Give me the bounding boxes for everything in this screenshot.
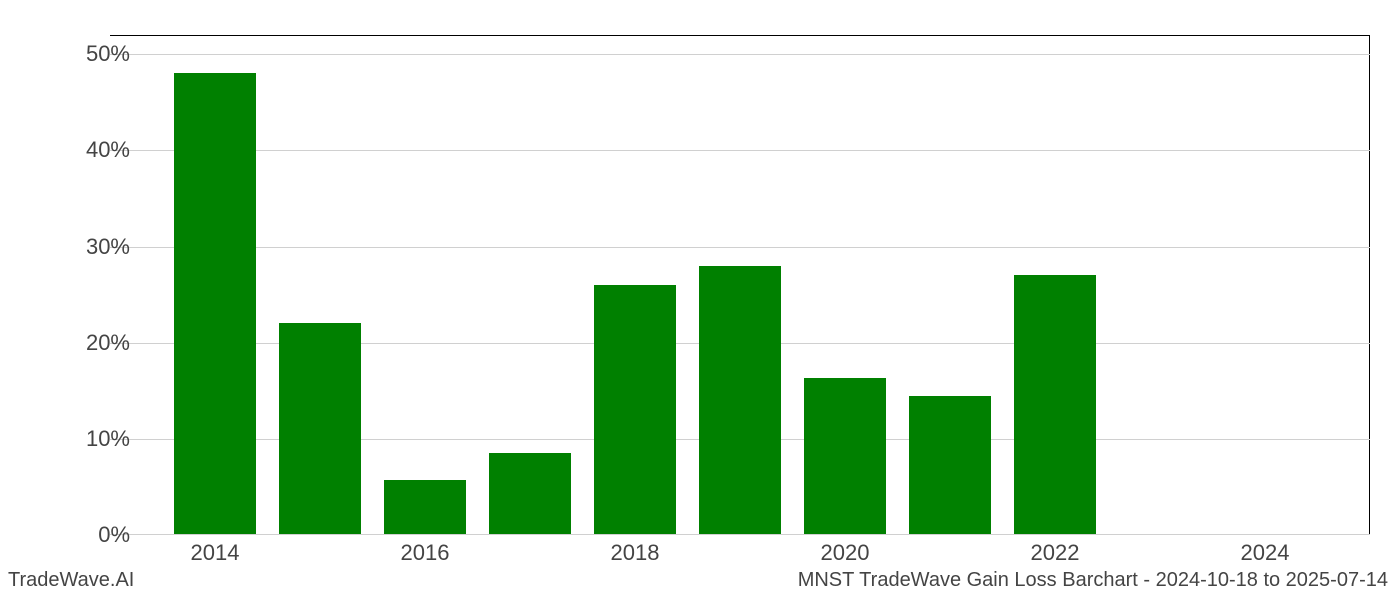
y-tick-label: 10% — [50, 426, 130, 452]
x-tick-label: 2016 — [401, 540, 450, 566]
bar — [909, 396, 991, 535]
x-axis-baseline — [110, 534, 1370, 535]
bar — [699, 266, 781, 535]
bar — [594, 285, 676, 535]
x-tick-label: 2020 — [821, 540, 870, 566]
x-tick-label: 2018 — [611, 540, 660, 566]
y-tick-label: 30% — [50, 234, 130, 260]
footer-brand: TradeWave.AI — [8, 569, 134, 592]
grid-line — [110, 150, 1370, 151]
footer-caption: MNST TradeWave Gain Loss Barchart - 2024… — [798, 569, 1388, 592]
y-tick-label: 20% — [50, 330, 130, 356]
bar — [489, 453, 571, 535]
bar — [804, 378, 886, 535]
x-tick-label: 2022 — [1031, 540, 1080, 566]
grid-line — [110, 54, 1370, 55]
bar — [1014, 275, 1096, 535]
x-tick-label: 2024 — [1241, 540, 1290, 566]
y-tick-label: 0% — [50, 522, 130, 548]
bar — [279, 323, 361, 535]
x-tick-label: 2014 — [191, 540, 240, 566]
bar — [174, 73, 256, 535]
y-tick-label: 50% — [50, 41, 130, 67]
y-tick-label: 40% — [50, 137, 130, 163]
grid-line — [110, 247, 1370, 248]
chart-plot-area — [110, 35, 1370, 535]
bar — [384, 480, 466, 535]
